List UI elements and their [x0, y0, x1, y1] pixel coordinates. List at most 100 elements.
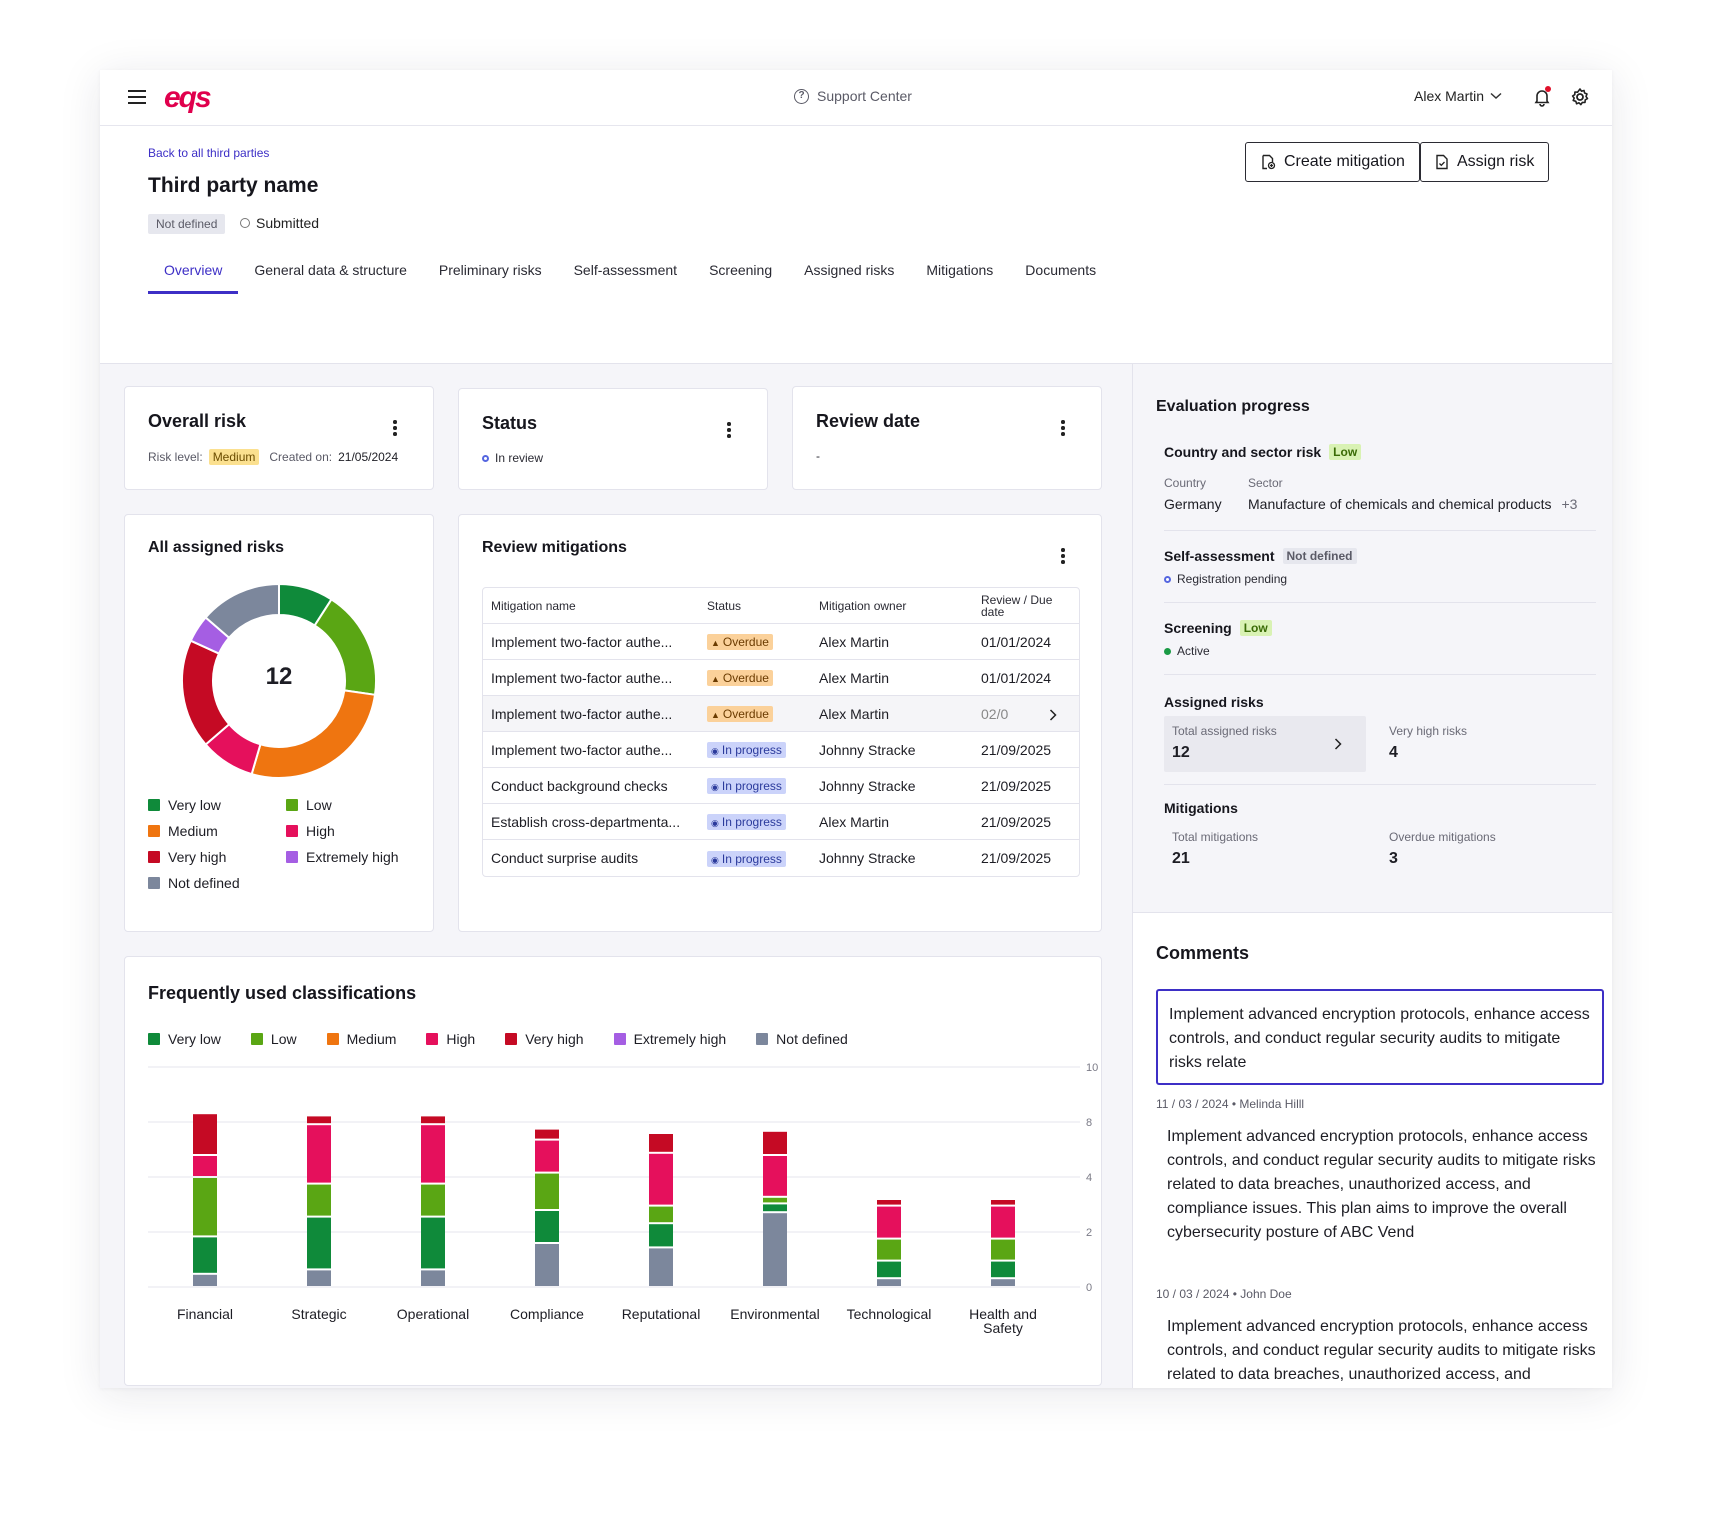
- legend-item[interactable]: Very low: [148, 1031, 221, 1047]
- bar-segment-low[interactable]: [193, 1178, 217, 1236]
- table-row[interactable]: Implement two-factor authe... ▲ Overdue Ale…: [483, 696, 1079, 732]
- bar-segment-low[interactable]: [307, 1184, 331, 1216]
- bar-segment-not-defined[interactable]: [535, 1244, 559, 1286]
- bar-segment-high[interactable]: [307, 1125, 331, 1183]
- bar-segment-very-low[interactable]: [991, 1261, 1015, 1278]
- tab-documents[interactable]: Documents: [1009, 261, 1112, 294]
- bar-segment-very-low[interactable]: [193, 1237, 217, 1273]
- legend-item[interactable]: Extremely high: [613, 1031, 726, 1047]
- bar-segment-not-defined[interactable]: [991, 1279, 1015, 1286]
- create-mitigation-button[interactable]: Create mitigation: [1245, 142, 1420, 182]
- tab-overview[interactable]: Overview: [148, 261, 239, 294]
- legend-item[interactable]: Not defined: [756, 1031, 848, 1047]
- tab-general-data[interactable]: General data & structure: [238, 261, 423, 294]
- bar-segment-very-low[interactable]: [307, 1217, 331, 1269]
- column-header[interactable]: Mitigation owner: [811, 588, 973, 624]
- bar-segment-very-high[interactable]: [763, 1131, 787, 1154]
- legend-swatch: [326, 1033, 339, 1045]
- bar-segment-not-defined[interactable]: [193, 1274, 217, 1286]
- legend-item[interactable]: High: [426, 1031, 475, 1047]
- comment-text: Implement advanced encryption protocols,…: [1167, 1318, 1596, 1383]
- legend-item[interactable]: Low: [250, 1031, 297, 1047]
- table-row[interactable]: Establish cross-departmenta... ◉ In progre…: [483, 804, 1079, 840]
- bar-segment-high[interactable]: [421, 1125, 445, 1183]
- total-assigned-value: 12: [1172, 744, 1190, 761]
- bar-segment-very-high[interactable]: [991, 1200, 1015, 1205]
- donut-slice-very-high[interactable]: [181, 639, 231, 746]
- table-row[interactable]: Conduct surprise audits ◉ In progress Johnn…: [483, 840, 1079, 876]
- more-options-icon[interactable]: [393, 420, 397, 436]
- assigned-risks-section: Assigned risks Total assigned risks 12 V…: [1164, 694, 1596, 772]
- total-assigned-risks-tile[interactable]: Total assigned risks 12: [1164, 716, 1366, 772]
- gear-icon[interactable]: [1570, 87, 1590, 107]
- more-sectors-link[interactable]: +3: [1561, 496, 1578, 512]
- bar-segment-high[interactable]: [193, 1156, 217, 1176]
- bar-segment-not-defined[interactable]: [307, 1270, 331, 1286]
- bar-segment-very-high[interactable]: [193, 1114, 217, 1154]
- bar-segment-low[interactable]: [763, 1197, 787, 1203]
- eqs-logo[interactable]: eqs: [164, 81, 212, 114]
- more-options-icon[interactable]: [727, 422, 731, 438]
- notifications-bell-icon[interactable]: [1532, 86, 1552, 107]
- column-header[interactable]: Mitigation name: [483, 588, 699, 624]
- tab-mitigations[interactable]: Mitigations: [910, 261, 1009, 294]
- bar-segment-very-low[interactable]: [649, 1224, 673, 1247]
- donut-slice-medium[interactable]: [250, 689, 377, 779]
- mitigation-owner: Alex Martin: [811, 624, 973, 660]
- column-header[interactable]: Review / Due date: [973, 588, 1079, 624]
- bar-segment-low[interactable]: [535, 1173, 559, 1209]
- bar-segment-not-defined[interactable]: [877, 1279, 901, 1286]
- due-date: 01/01/2024: [973, 660, 1079, 696]
- bar-segment-very-high[interactable]: [307, 1116, 331, 1124]
- bar-segment-high[interactable]: [535, 1140, 559, 1172]
- bar-segment-low[interactable]: [991, 1239, 1015, 1260]
- bar-segment-not-defined[interactable]: [421, 1270, 445, 1286]
- bar-segment-high[interactable]: [991, 1206, 1015, 1238]
- bar-segment-high[interactable]: [877, 1206, 901, 1238]
- more-options-icon[interactable]: [1061, 420, 1065, 436]
- legend-swatch: [148, 877, 160, 889]
- legend-item[interactable]: Medium: [326, 1031, 396, 1047]
- bar-segment-very-high[interactable]: [877, 1200, 901, 1205]
- support-center-link[interactable]: ? Support Center: [794, 88, 912, 104]
- table-row[interactable]: Implement two-factor authe... ◉ In progres…: [483, 732, 1079, 768]
- tab-assigned-risks[interactable]: Assigned risks: [788, 261, 910, 294]
- tab-self-assessment[interactable]: Self-assessment: [558, 261, 693, 294]
- notification-dot: [1545, 86, 1551, 92]
- status-label: In progress: [721, 851, 782, 866]
- bar-segment-very-low[interactable]: [877, 1261, 901, 1278]
- table-row[interactable]: Implement two-factor authe... ▲ Overdue Ale…: [483, 624, 1079, 660]
- bar-segment-very-high[interactable]: [649, 1134, 673, 1152]
- bar-segment-very-low[interactable]: [421, 1217, 445, 1269]
- legend-swatch: [505, 1033, 518, 1045]
- bar-segment-very-low[interactable]: [535, 1211, 559, 1242]
- table-row[interactable]: Implement two-factor authe... ▲ Overdue Ale…: [483, 660, 1079, 696]
- more-options-icon[interactable]: [1061, 548, 1065, 564]
- evaluation-progress-title: Evaluation progress: [1156, 398, 1310, 415]
- bar-segment-high[interactable]: [649, 1153, 673, 1205]
- bar-segment-not-defined[interactable]: [763, 1213, 787, 1286]
- top-navigation-bar: eqs ? Support Center Alex Martin: [100, 70, 1612, 126]
- chevron-right-icon[interactable]: [1049, 709, 1057, 721]
- bar-segment-low[interactable]: [649, 1206, 673, 1223]
- bar-segment-very-low[interactable]: [763, 1204, 787, 1212]
- menu-icon[interactable]: [128, 90, 146, 104]
- tab-preliminary-risks[interactable]: Preliminary risks: [423, 261, 558, 294]
- back-link[interactable]: Back to all third parties: [148, 146, 270, 160]
- column-header[interactable]: Status: [699, 588, 811, 624]
- bar-segment-very-high[interactable]: [421, 1116, 445, 1124]
- bar-segment-low[interactable]: [421, 1184, 445, 1216]
- legend-swatch: [286, 799, 298, 811]
- donut-slice-not-defined[interactable]: [204, 582, 280, 640]
- bar-segment-not-defined[interactable]: [649, 1248, 673, 1286]
- bar-segment-high[interactable]: [763, 1156, 787, 1196]
- legend-item[interactable]: Very high: [505, 1031, 584, 1047]
- tab-screening[interactable]: Screening: [693, 261, 788, 294]
- assign-risk-button[interactable]: Assign risk: [1420, 142, 1550, 182]
- comment-input[interactable]: Implement advanced encryption protocols,…: [1156, 989, 1604, 1085]
- bar-segment-low[interactable]: [877, 1239, 901, 1260]
- screening-status: Active: [1164, 644, 1596, 658]
- bar-segment-very-high[interactable]: [535, 1129, 559, 1139]
- user-menu[interactable]: Alex Martin: [1414, 88, 1502, 104]
- table-row[interactable]: Conduct background checks ◉ In progress Joh…: [483, 768, 1079, 804]
